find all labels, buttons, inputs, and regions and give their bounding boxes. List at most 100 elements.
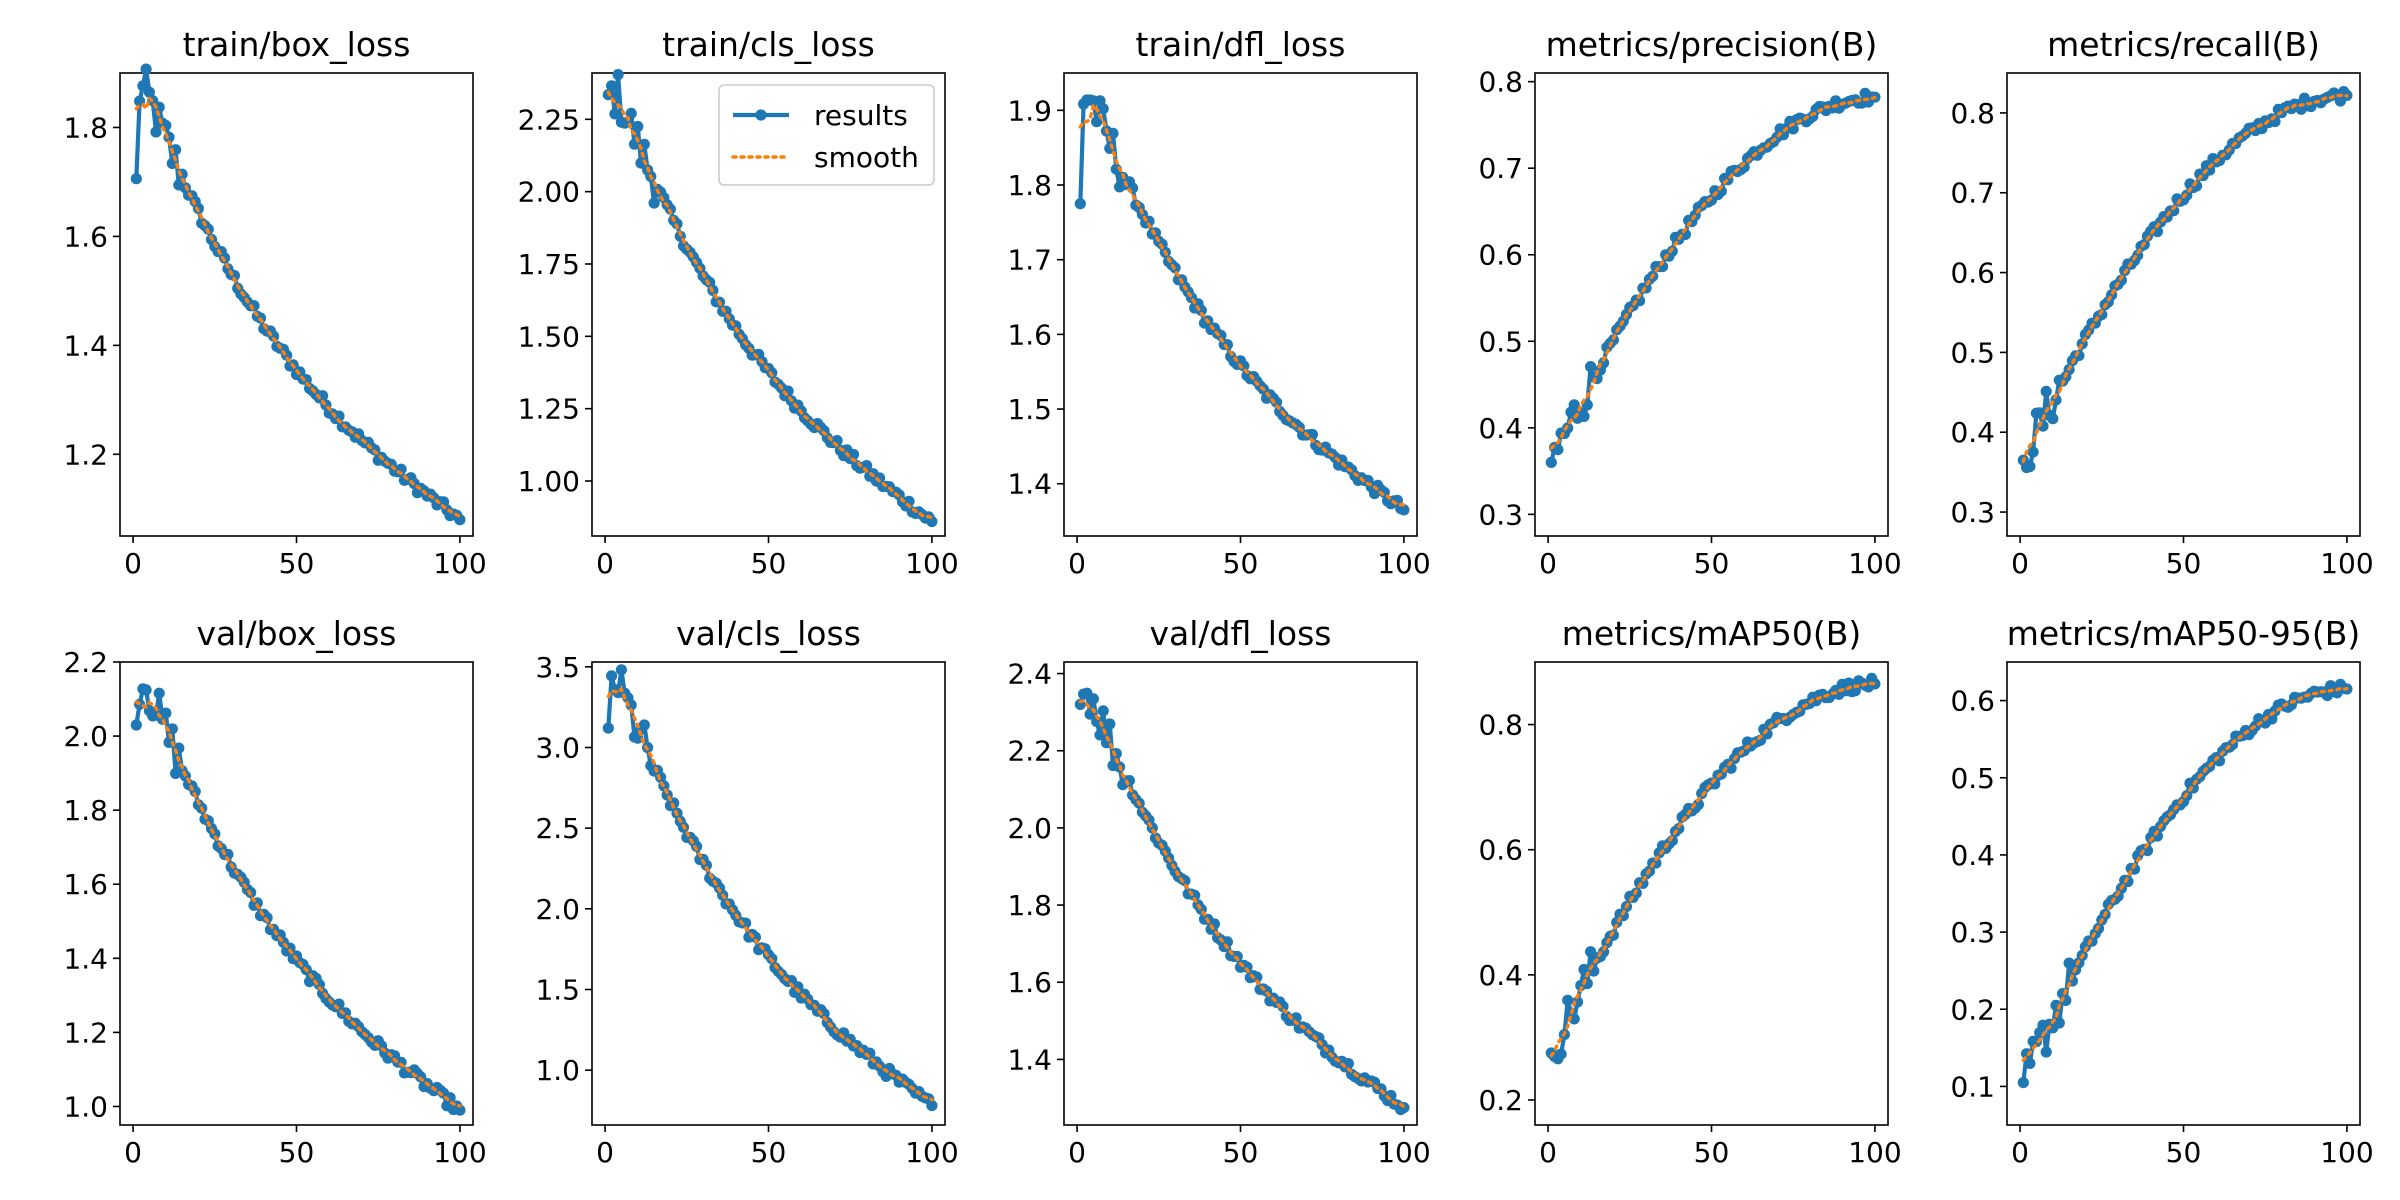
train-cls-loss-ytick-label: 1.00	[518, 465, 580, 498]
val-cls-loss-results-point	[818, 1008, 830, 1020]
metrics-map50-95-b-ytick-label: 0.2	[1950, 993, 1995, 1026]
val-dfl-loss-results-point	[1277, 1000, 1289, 1013]
panel-val-dfl-loss: val/dfl_loss 0 50 100 1.4 1.6 1.8 2.0 2.2 2.4	[1007, 614, 1430, 1169]
metrics-recall-b-ytick-label: 0.5	[1950, 336, 1995, 369]
train-cls-loss-results-point	[632, 120, 644, 133]
metrics-map50-95-b-ytick-label: 0.5	[1950, 762, 1995, 795]
metrics-recall-b-results-point	[2024, 460, 2036, 473]
train-box-loss-results-point	[333, 410, 345, 422]
train-box-loss-axes-frame	[119, 72, 474, 537]
train-cls-loss-xtick-label: 0	[596, 547, 614, 580]
val-cls-loss-results-point	[602, 722, 614, 734]
metrics-map50-b-results-point	[1843, 677, 1855, 689]
metrics-map50-b-results-points	[1545, 672, 1881, 1065]
val-cls-loss-ytick-label: 3.0	[535, 732, 580, 765]
val-dfl-loss-title: val/dfl_loss	[1149, 614, 1331, 653]
val-dfl-loss-results-point	[1241, 961, 1253, 973]
metrics-recall-b-smooth-line	[2021, 93, 2349, 464]
val-dfl-loss-axes-frame	[1063, 661, 1418, 1126]
val-dfl-loss-results-point	[1251, 971, 1263, 983]
metrics-map50-95-b-ytick-label: 0.6	[1950, 685, 1995, 718]
val-box-loss-xtick-label: 0	[124, 1136, 142, 1169]
train-dfl-loss-xtick-label: 100	[1377, 547, 1430, 580]
val-cls-loss-axes-frame	[591, 661, 946, 1126]
metrics-map50-95-b-xtick-label: 100	[2320, 1136, 2373, 1169]
val-dfl-loss-ytick-label: 1.4	[1007, 1043, 1052, 1076]
train-box-loss-ytick-label: 1.4	[63, 329, 108, 362]
metrics-map50-95-b-results-point	[2122, 875, 2134, 888]
val-dfl-loss-results-point	[1097, 705, 1109, 717]
train-box-loss-title: train/box_loss	[183, 25, 411, 64]
metrics-recall-b-xtick-label: 50	[2166, 547, 2202, 580]
val-box-loss-ytick-label: 1.2	[63, 1016, 108, 1049]
train-cls-loss-smooth-line	[606, 90, 934, 520]
train-dfl-loss-results-point	[1221, 339, 1233, 351]
metrics-recall-b-ytick-label: 0.7	[1950, 177, 1995, 210]
metrics-precision-b-ytick-label: 0.6	[1478, 239, 1523, 272]
val-dfl-loss-ytick-label: 2.0	[1007, 812, 1052, 845]
val-box-loss-results-point	[160, 707, 172, 719]
val-dfl-loss-ytick-label: 2.2	[1007, 735, 1052, 768]
metrics-recall-b-ytick-label: 0.3	[1950, 496, 1995, 529]
train-dfl-loss-results-point	[1091, 116, 1103, 128]
train-dfl-loss-xtick-label: 0	[1068, 547, 1086, 580]
metrics-precision-b-ytick-label: 0.7	[1478, 152, 1523, 185]
train-cls-loss-ytick-label: 1.50	[518, 320, 580, 353]
panel-metrics-recall-b: metrics/recall(B) 0 50 100 0.3 0.4 0.5 0.6 0.7 0.…	[1950, 25, 2373, 580]
metrics-recall-b-results-point	[2151, 226, 2163, 238]
metrics-recall-b-results-point	[2027, 446, 2039, 458]
train-dfl-loss-ytick-label: 1.7	[1007, 244, 1052, 277]
metrics-precision-b-title: metrics/precision(B)	[1546, 25, 1878, 64]
metrics-map50-b-ytick-label: 0.4	[1478, 959, 1523, 992]
train-cls-loss-results-point	[926, 515, 938, 528]
val-dfl-loss-smooth-line	[1078, 699, 1406, 1109]
train-cls-loss-title: train/cls_loss	[662, 25, 875, 64]
train-cls-loss-ytick-label: 1.25	[518, 393, 580, 426]
train-box-loss-xtick-label: 100	[433, 547, 486, 580]
val-cls-loss-xtick-label: 50	[751, 1136, 787, 1169]
val-box-loss-results-point	[130, 719, 142, 731]
metrics-recall-b-ytick-label: 0.4	[1950, 416, 1995, 449]
metrics-map50-95-b-ytick-label: 0.4	[1950, 839, 1995, 872]
val-box-loss-xtick-label: 100	[433, 1136, 486, 1169]
metrics-precision-b-ytick-label: 0.8	[1478, 66, 1523, 99]
metrics-recall-b-xtick-label: 0	[2011, 547, 2029, 580]
train-box-loss-xtick-label: 50	[279, 547, 315, 580]
metrics-precision-b-results-point	[1585, 361, 1597, 373]
train-cls-loss-results-point	[609, 108, 621, 120]
metrics-precision-b-results-point	[1578, 410, 1590, 422]
metrics-precision-b-smooth-line	[1549, 95, 1877, 450]
train-dfl-loss-results-point	[1074, 198, 1086, 210]
metrics-map50-b-results-point	[1607, 929, 1619, 941]
metrics-map50-95-b-axes-frame	[2006, 661, 2361, 1126]
val-box-loss-axes-frame	[119, 661, 474, 1126]
panel-metrics-precision-b: metrics/precision(B) 0 50 100 0.3 0.4 0.5 0.6 0.…	[1478, 25, 1901, 580]
val-box-loss-ytick-label: 1.6	[63, 868, 108, 901]
metrics-recall-b-results-point	[2040, 385, 2052, 397]
metrics-map50-95-b-xtick-label: 0	[2011, 1136, 2029, 1169]
train-cls-loss-results-point	[625, 107, 637, 119]
metrics-map50-b-results-point	[1692, 798, 1704, 811]
val-box-loss-xtick-label: 50	[279, 1136, 315, 1169]
train-cls-loss-ytick-label: 1.75	[518, 248, 580, 281]
metrics-map50-b-ytick-label: 0.6	[1478, 834, 1523, 867]
train-dfl-loss-title: train/dfl_loss	[1136, 25, 1346, 64]
train-dfl-loss-results-point	[1306, 428, 1318, 441]
train-dfl-loss-axes-frame	[1063, 72, 1418, 537]
metrics-map50-b-xtick-label: 50	[1694, 1136, 1730, 1169]
train-dfl-loss-results-point	[1238, 360, 1250, 372]
train-box-loss-results-point	[150, 126, 162, 138]
train-cls-loss-results-point	[612, 69, 624, 81]
metrics-precision-b-xtick-label: 0	[1539, 547, 1557, 580]
panel-val-cls-loss: val/cls_loss 0 50 100 1.0 1.5 2.0 2.5 3.0 3.5	[535, 614, 958, 1169]
val-cls-loss-ytick-label: 2.5	[535, 812, 580, 845]
metrics-map50-b-results-point	[1568, 1013, 1580, 1025]
val-dfl-loss-results-point	[1094, 729, 1106, 741]
panel-train-dfl-loss: train/dfl_loss 0 50 100 1.4 1.5 1.6 1.7 1.8 1.9	[1007, 25, 1430, 580]
train-dfl-loss-ytick-label: 1.9	[1007, 94, 1052, 127]
metrics-precision-b-axes-frame	[1534, 72, 1889, 537]
val-box-loss-ytick-label: 2.2	[63, 646, 108, 679]
val-box-loss-ytick-label: 1.4	[63, 942, 108, 975]
val-box-loss-title: val/box_loss	[197, 614, 397, 653]
